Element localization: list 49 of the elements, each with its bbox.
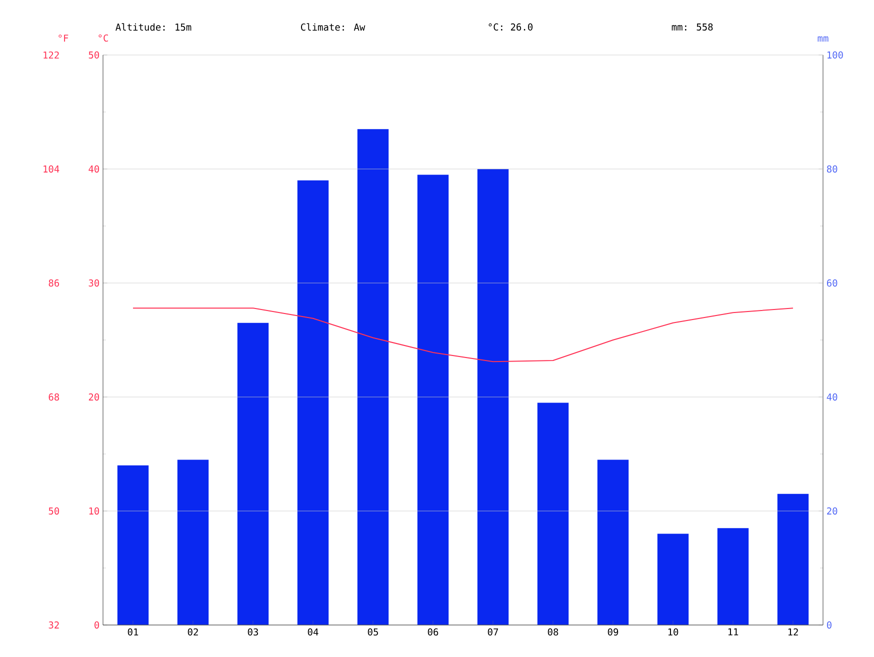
- x-tick-label: 08: [548, 628, 558, 636]
- y3-tick-label: 68: [48, 393, 60, 401]
- y-tick-label: 0: [94, 621, 100, 629]
- text: mm: 558: [672, 23, 713, 31]
- bar: [597, 460, 629, 626]
- text: Altitude: 15m: [116, 23, 192, 31]
- bar: [417, 174, 449, 626]
- bar: [117, 465, 149, 626]
- y-axis-title: °C: [98, 34, 108, 42]
- text: Climate: Aw: [301, 23, 366, 31]
- bar: [657, 534, 689, 626]
- y3-tick-label: 86: [48, 279, 60, 287]
- x-tick-label: 06: [428, 628, 438, 636]
- y3-axis-title: °F: [58, 34, 68, 42]
- y2-axis-title: mm: [818, 36, 828, 42]
- text: °C: 26.0: [488, 23, 533, 31]
- y-tick-label: 30: [88, 279, 100, 287]
- y2-tick-label: 20: [827, 507, 838, 515]
- x-tick-label: 09: [608, 628, 618, 636]
- y-tick-label: 50: [88, 51, 100, 59]
- y3-tick-label: 50: [48, 507, 60, 515]
- y2-tick-label: 60: [826, 279, 838, 287]
- y-tick-label: 20: [88, 393, 100, 401]
- y2-tick-label: 100: [828, 51, 843, 59]
- bar: [777, 494, 809, 626]
- x-tick-label: 02: [188, 628, 198, 636]
- y2-tick-label: 80: [826, 165, 838, 173]
- y-tick-label: 10: [89, 507, 100, 515]
- bar: [297, 180, 329, 626]
- bar: [477, 168, 509, 626]
- y3-tick-label: 32: [48, 621, 59, 629]
- y2-tick-label: 0: [826, 621, 832, 629]
- x-tick-label: 07: [488, 628, 498, 636]
- x-tick-label: 05: [368, 628, 378, 636]
- x-tick-label: 12: [788, 628, 798, 636]
- bar: [537, 402, 569, 626]
- bar: [237, 322, 269, 626]
- y-tick-label: 40: [88, 165, 100, 173]
- y3-tick-label: 122: [44, 51, 59, 59]
- bar: [717, 528, 749, 626]
- x-tick-label: 01: [128, 628, 138, 636]
- x-tick-label: 11: [728, 628, 738, 636]
- x-tick-label: 03: [248, 628, 258, 636]
- y2-tick-label: 40: [826, 393, 838, 401]
- bar: [177, 460, 209, 626]
- y3-tick-label: 104: [44, 165, 60, 173]
- bar: [357, 129, 389, 626]
- x-tick-label: 04: [308, 628, 318, 636]
- x-tick-label: 10: [668, 628, 678, 636]
